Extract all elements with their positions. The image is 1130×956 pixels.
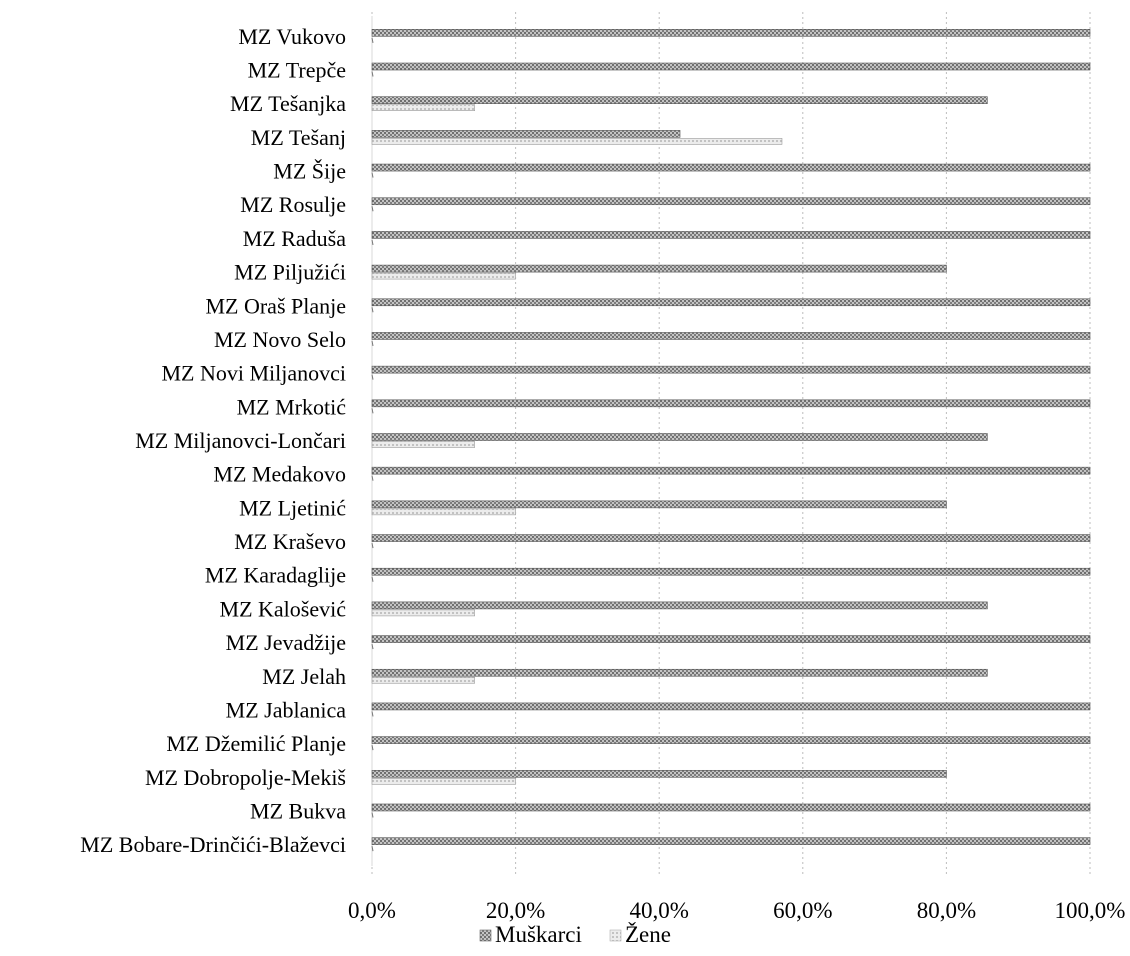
category-label: MZ Rosulje [240, 192, 346, 217]
bar-muskarci [371, 466, 1091, 475]
bar-zene [371, 676, 475, 684]
bar-muskarci [371, 534, 1091, 542]
bar-muskarci [371, 332, 1091, 340]
legend-swatch-zene [609, 929, 622, 942]
bar-muskarci [371, 298, 1091, 307]
bar-zene-zero [371, 745, 374, 751]
category-label: MZ Bobare-Drinčići-Blaževci [80, 832, 346, 857]
bar-muskarci [371, 130, 681, 138]
bar-muskarci [371, 163, 1091, 172]
legend-label-zene: Žene [625, 922, 671, 947]
category-label: MZ Tešanj [251, 125, 346, 150]
bar-muskarci [371, 231, 1091, 239]
bar-muskarci [371, 197, 1091, 206]
bar-zene-zero [371, 542, 374, 549]
bar-muskarci [371, 803, 1091, 812]
category-label: MZ Bukva [250, 798, 346, 823]
bar-muskarci [371, 29, 1091, 37]
bar-zene [371, 138, 783, 145]
bar-zene-zero [371, 846, 374, 852]
category-label: MZ Kraševo [234, 529, 346, 554]
bar-zene [371, 609, 475, 617]
bar-muskarci [371, 635, 1091, 643]
bar-zene-zero [371, 206, 374, 212]
x-tick-label: 80,0% [917, 898, 976, 923]
x-tick-label: 20,0% [486, 898, 545, 923]
bar-muskarci [371, 96, 988, 104]
bar-muskarci [371, 567, 1091, 576]
legend-swatch-muskarci [479, 929, 492, 942]
bar-zene-zero [371, 576, 374, 582]
category-label: MZ Piljužići [234, 260, 346, 285]
bar-zene-zero [371, 37, 374, 43]
bar-zene [371, 272, 516, 280]
x-tick-label: 60,0% [773, 898, 832, 923]
category-label: MZ Dobropolje-Mekiš [145, 765, 346, 790]
category-label: MZ Jevadžije [226, 630, 346, 655]
bar-zene-zero [371, 307, 374, 313]
x-tick-label: 100,0% [1055, 898, 1126, 923]
bar-zene-zero [371, 812, 374, 818]
bar-muskarci [371, 601, 988, 610]
bar-muskarci [371, 668, 988, 677]
bar-zene-zero [371, 711, 374, 717]
category-label: MZ Vukovo [238, 24, 346, 49]
bar-zene-zero [371, 408, 374, 414]
legend: Muškarci Žene [479, 922, 671, 947]
bar-zene-zero [371, 172, 374, 178]
bar-zene [371, 104, 475, 111]
legend-label-muskarci: Muškarci [495, 922, 582, 947]
bar-zene-zero [371, 475, 374, 481]
category-label: MZ Jablanica [226, 697, 347, 722]
category-label: MZ Novi Miljanovci [161, 361, 346, 386]
bar-muskarci [371, 264, 947, 273]
x-axis-ticks: 0,0% 20,0% 40,0% 60,0% 80,0% 100,0% [348, 898, 1125, 923]
bar-muskarci [371, 500, 947, 509]
x-tick-label: 0,0% [348, 898, 396, 923]
category-label: MZ Medakovo [213, 462, 346, 487]
bar-zene-zero [371, 643, 374, 650]
category-label: MZ Miljanovci-Lončari [135, 428, 346, 453]
category-label: MZ Mrkotić [237, 394, 347, 419]
category-label: MZ Kalošević [220, 596, 347, 621]
bar-muskarci [371, 365, 1091, 374]
category-label: MZ Jelah [262, 664, 346, 689]
category-label: MZ Novo Selo [214, 327, 346, 352]
bar-zene-zero [371, 71, 374, 77]
bar-muskarci [371, 702, 1091, 711]
bar-muskarci [371, 837, 1091, 845]
bar-muskarci [371, 736, 1091, 744]
category-label: MZ Oraš Planje [205, 293, 346, 318]
category-label: MZ Šije [273, 159, 346, 184]
bar-muskarci [371, 433, 988, 441]
category-labels: MZ Vukovo MZ Trepče MZ Tešanjka MZ Tešanj MZ… [80, 24, 346, 857]
bar-zene-zero [371, 239, 374, 246]
category-label: MZ Raduša [243, 226, 347, 251]
bar-muskarci [371, 769, 947, 778]
bar-zene [371, 777, 516, 785]
bar-zene-zero [371, 374, 374, 380]
bar-muskarci [371, 62, 1091, 71]
category-label: MZ Karadaglije [205, 563, 346, 588]
bar-zene-zero [371, 340, 374, 347]
x-tick-label: 40,0% [629, 898, 688, 923]
category-label: MZ Ljetinić [239, 495, 346, 520]
bar-zene [371, 441, 475, 448]
bars [371, 29, 1091, 852]
category-label: MZ Džemilić Planje [166, 731, 346, 756]
category-label: MZ Tešanjka [230, 91, 346, 116]
bar-zene [371, 508, 516, 516]
category-label: MZ Trepče [248, 58, 346, 83]
bar-muskarci [371, 399, 1091, 408]
